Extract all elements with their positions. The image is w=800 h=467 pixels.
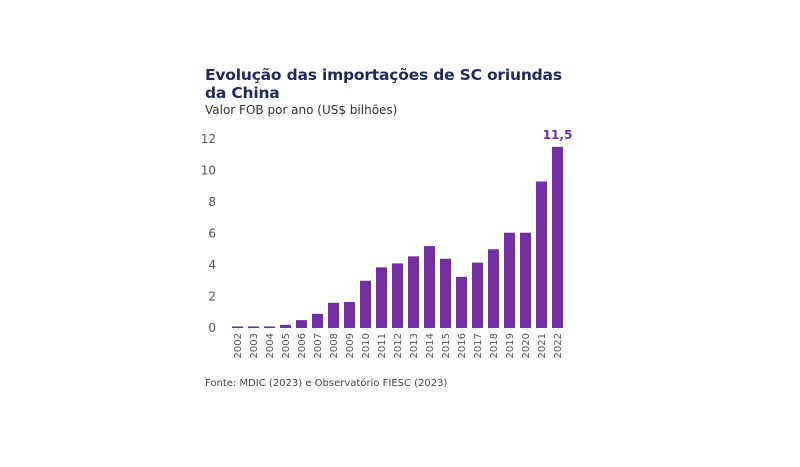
y-tick-label: 10 <box>201 164 216 178</box>
bar-2009 <box>344 302 355 328</box>
x-tick-label: 2011 <box>377 333 388 358</box>
x-tick-label: 2010 <box>361 333 372 358</box>
bar-2022 <box>552 146 563 328</box>
x-tick-label: 2002 <box>233 333 244 358</box>
bar-2014 <box>424 246 435 328</box>
x-tick-label: 2020 <box>521 333 532 358</box>
x-tick-label: 2004 <box>265 333 276 358</box>
bar-2004 <box>264 326 275 328</box>
x-tick-label: 2015 <box>441 333 452 358</box>
y-tick-label: 8 <box>208 195 216 209</box>
bar-2013 <box>408 256 419 328</box>
bar-2011 <box>376 267 387 328</box>
bar-2008 <box>328 302 339 328</box>
x-tick-label: 2019 <box>505 333 516 358</box>
bar-2010 <box>360 280 371 328</box>
bar-2018 <box>488 249 499 328</box>
x-tick-label: 2003 <box>249 333 260 358</box>
y-tick-label: 6 <box>208 227 216 241</box>
x-tick-label: 2013 <box>409 333 420 358</box>
bar-2019 <box>504 232 515 328</box>
bar-2015 <box>440 258 451 328</box>
x-tick-label: 2009 <box>345 333 356 358</box>
x-tick-label: 2012 <box>393 333 404 358</box>
bar-2012 <box>392 263 403 328</box>
bar-2005 <box>280 324 291 328</box>
chart-source: Fonte: MDIC (2023) e Observatório FIESC … <box>205 378 448 389</box>
bar-2020 <box>520 232 531 328</box>
bar-2016 <box>456 276 467 328</box>
bar-2006 <box>296 320 307 328</box>
bar-2002 <box>232 326 243 328</box>
bar-2021 <box>536 181 547 328</box>
bar-2007 <box>312 313 323 328</box>
x-tick-label: 2014 <box>425 333 436 358</box>
y-tick-label: 0 <box>208 321 216 335</box>
x-tick-label: 2021 <box>537 333 548 358</box>
bar-2003 <box>248 326 259 328</box>
y-tick-label: 12 <box>201 132 216 146</box>
bar-2017 <box>472 262 483 328</box>
x-tick-label: 2006 <box>297 333 308 358</box>
x-tick-label: 2016 <box>457 333 468 358</box>
y-tick-label: 4 <box>208 258 216 272</box>
x-tick-label: 2022 <box>553 333 564 358</box>
chart-title: Evolução das importações de SC oriundas … <box>205 66 562 102</box>
x-tick-label: 2008 <box>329 333 340 358</box>
data-label: 11,5 <box>543 128 573 142</box>
chart-subtitle: Valor FOB por ano (US$ bilhões) <box>205 103 398 117</box>
y-tick-label: 2 <box>208 290 216 304</box>
x-tick-label: 2005 <box>281 333 292 358</box>
x-tick-label: 2017 <box>473 333 484 358</box>
x-tick-label: 2018 <box>489 333 500 358</box>
x-tick-label: 2007 <box>313 333 324 358</box>
